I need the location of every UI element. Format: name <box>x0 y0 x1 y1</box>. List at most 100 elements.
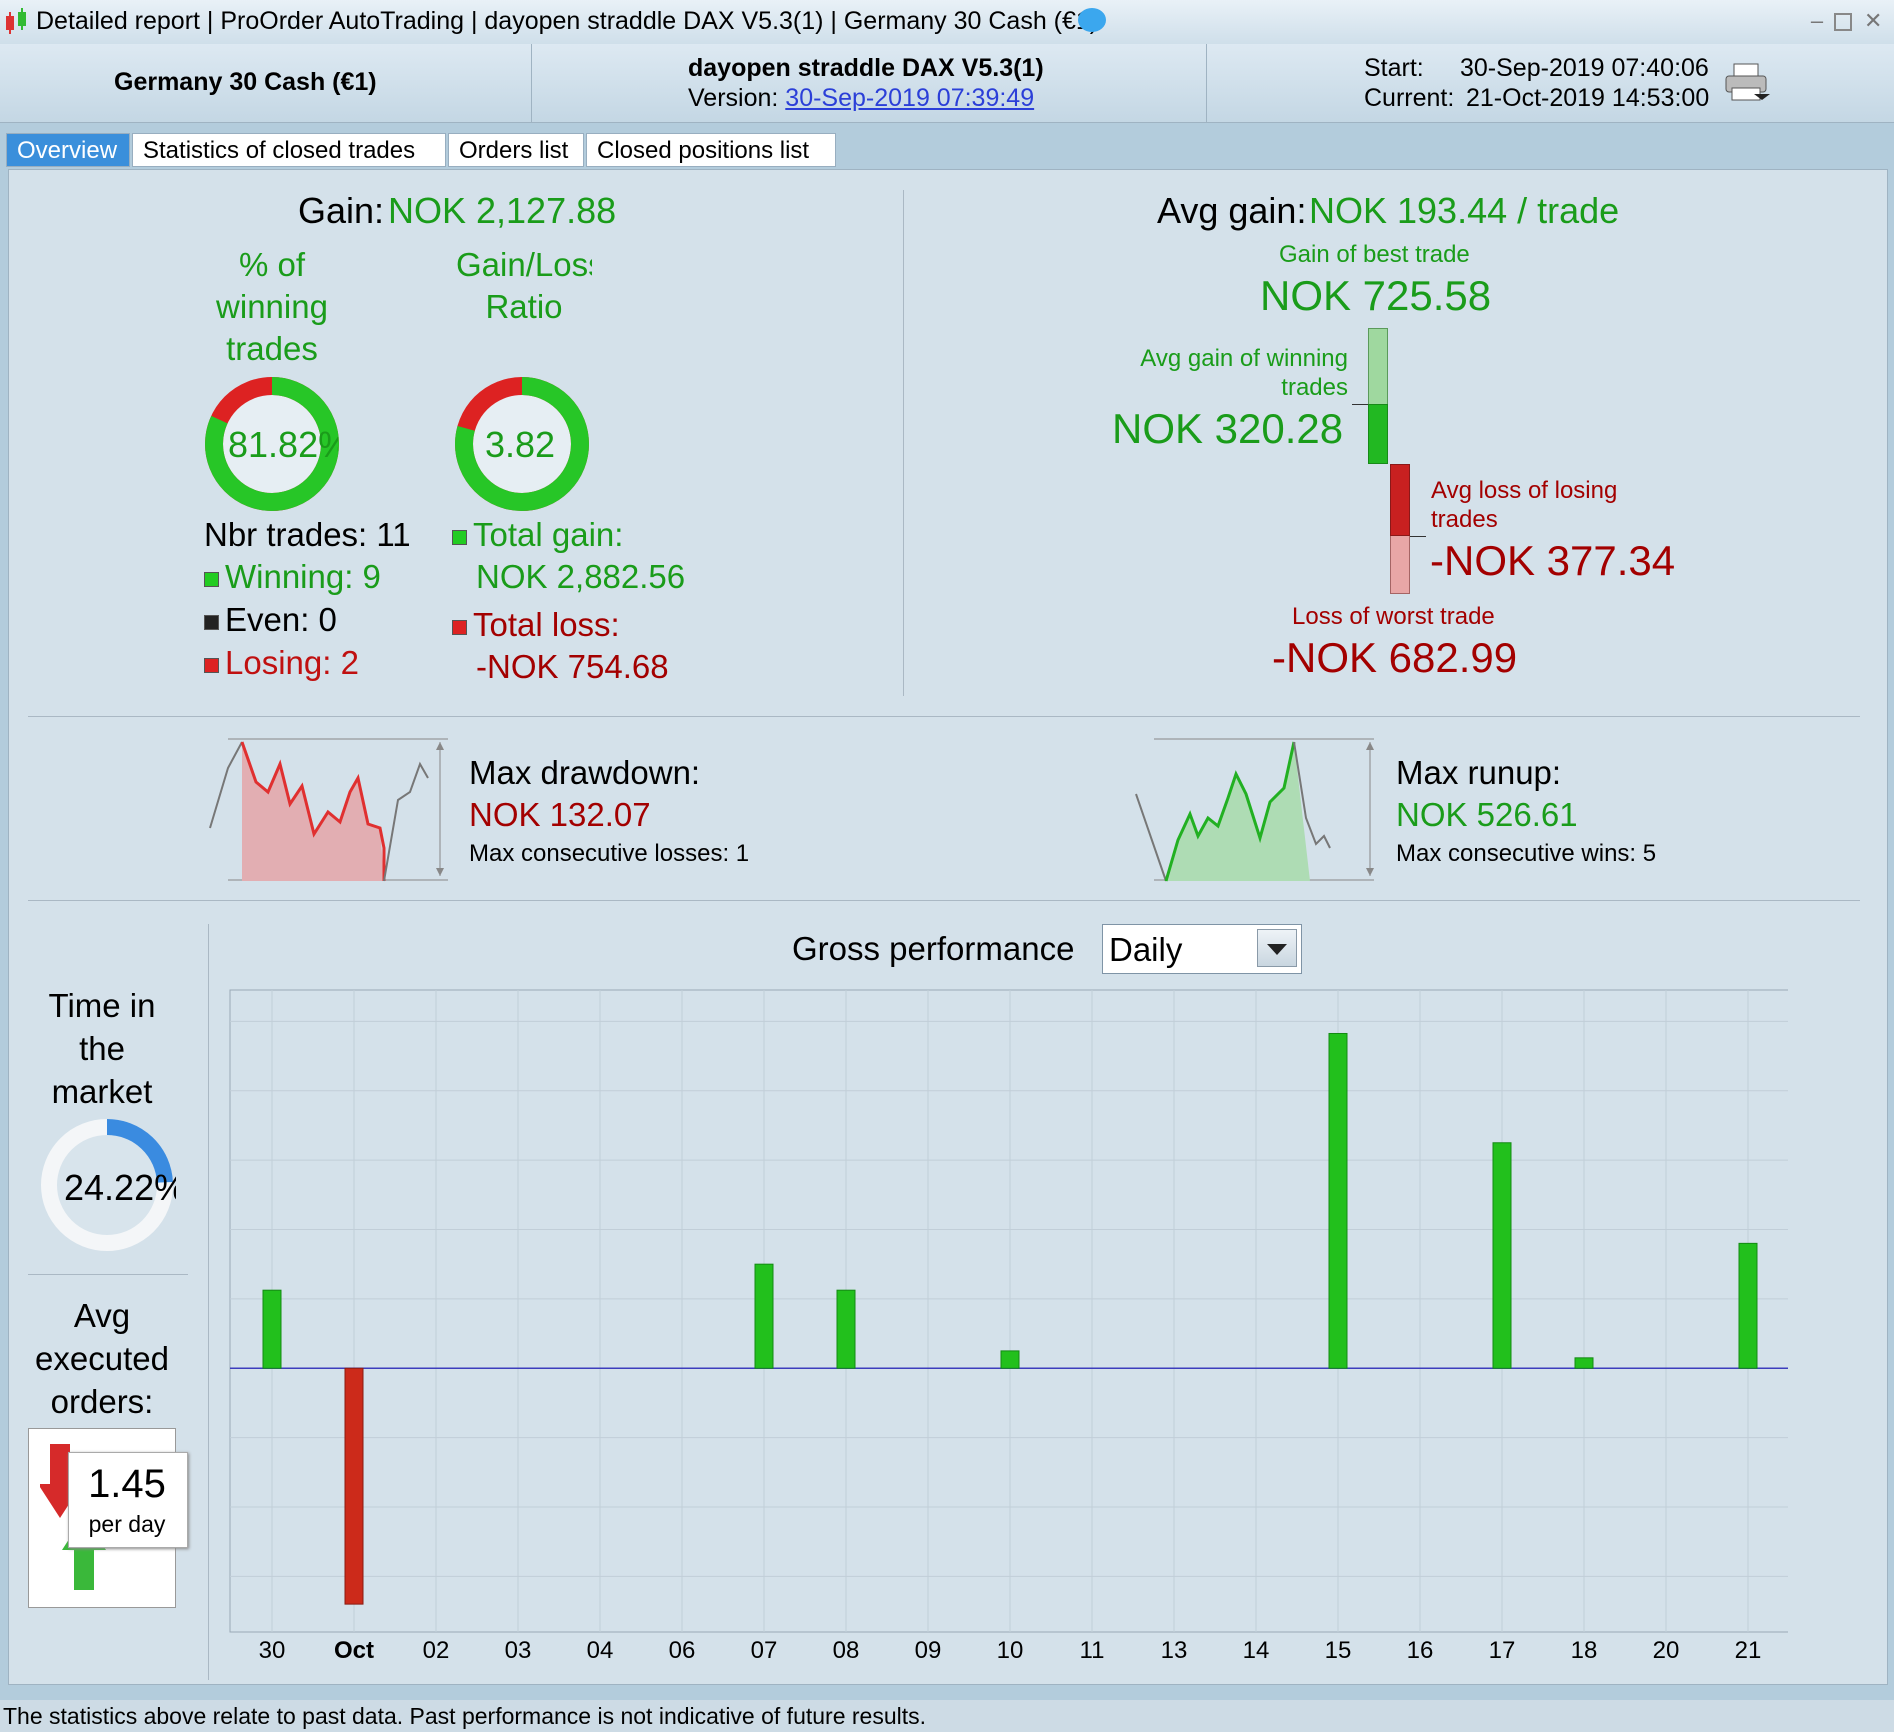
x-tick-label: 10 <box>997 1637 1024 1664</box>
total-gain-label: Total gain: <box>452 516 623 554</box>
time-market-title: Time in the market <box>48 987 156 1110</box>
minimize-icon[interactable]: – <box>1810 8 1824 33</box>
black-square-icon <box>204 614 219 630</box>
avg-win-label: Avg gain of winning trades <box>1140 345 1348 401</box>
tab-closed-positions-list[interactable]: Closed positions list <box>586 133 836 167</box>
x-tick-label: 03 <box>505 1637 532 1664</box>
total-gain-value: NOK 2,882.56 <box>476 558 686 595</box>
gross-performance-title: Gross performance <box>792 930 1075 967</box>
drawdown-sparkline <box>209 738 448 882</box>
bar-08 <box>836 1289 856 1369</box>
current-label: Current: <box>1364 84 1455 112</box>
version-label: Version: <box>688 84 779 112</box>
avg-orders-unit: per day <box>88 1511 166 1537</box>
bar-17 <box>1492 1142 1512 1369</box>
bar-07 <box>754 1263 774 1369</box>
gain-value: NOK 2,127.88 <box>388 190 617 231</box>
report-header: Germany 30 Cash (€1) dayopen straddle DA… <box>0 44 1894 123</box>
x-tick-label: 02 <box>423 1637 450 1664</box>
pct-winning-donut <box>205 377 339 511</box>
avg-orders-box <box>68 1452 188 1548</box>
bar-15 <box>1328 1032 1348 1369</box>
x-tick-label: 04 <box>587 1637 614 1664</box>
x-tick-label: 20 <box>1653 1637 1680 1664</box>
period-select[interactable]: Daily <box>1102 924 1302 974</box>
x-tick-label: 13 <box>1161 1637 1188 1664</box>
max-drawdown-label: Max drawdown: <box>469 754 701 791</box>
x-tick-label: 09 <box>915 1637 942 1664</box>
red-square-icon <box>452 619 467 635</box>
avg-loss-bar <box>1390 464 1410 536</box>
max-consec-losses: Max consecutive losses: 1 <box>469 840 750 867</box>
avg-gain-label: Avg gain: <box>1157 190 1307 231</box>
avg-loss-label: Avg loss of losing trades <box>1431 477 1618 533</box>
green-square-icon <box>204 571 219 587</box>
tab-overview[interactable]: Overview <box>6 133 130 167</box>
maximize-icon[interactable] <box>1834 13 1852 31</box>
title-bar: Detailed report | ProOrder AutoTrading |… <box>0 0 1894 45</box>
total-loss-label: Total loss: <box>452 606 620 644</box>
gain-label: Gain: <box>298 190 385 231</box>
x-tick-label: 21 <box>1735 1637 1762 1664</box>
x-tick-label: 30 <box>259 1637 286 1664</box>
max-runup-value: NOK 526.61 <box>1396 796 1578 833</box>
ratio-value: 3.82 <box>485 424 556 465</box>
bar-10 <box>1000 1350 1020 1369</box>
close-icon[interactable]: ✕ <box>1864 8 1883 33</box>
time-market-donut <box>41 1119 173 1251</box>
strategy-name: dayopen straddle DAX V5.3(1) <box>688 54 1044 82</box>
chat-icon[interactable] <box>1078 8 1106 32</box>
start-label: Start: <box>1364 54 1424 82</box>
worst-trade-label: Loss of worst trade <box>1292 603 1495 630</box>
tab-orders-list[interactable]: Orders list <box>448 133 584 167</box>
candlestick-icon <box>6 8 26 34</box>
version-link[interactable]: 30-Sep-2019 07:39:49 <box>785 84 1035 112</box>
x-tick-label: 07 <box>751 1637 778 1664</box>
pct-winning-title: % of winning trades <box>216 246 328 367</box>
printer-icon[interactable] <box>1724 62 1770 104</box>
worst-trade-value: -NOK 682.99 <box>1272 634 1518 681</box>
pct-winning-value: 81.82% <box>228 424 338 465</box>
bar-21 <box>1738 1242 1758 1369</box>
bar-30 <box>262 1289 282 1369</box>
bar-18 <box>1574 1357 1594 1369</box>
max-drawdown-value: NOK 132.07 <box>469 796 651 833</box>
tab-statistics-closed-trades[interactable]: Statistics of closed trades <box>132 133 446 167</box>
losing-count: Losing: 2 <box>204 644 359 682</box>
avg-win-bar <box>1368 404 1388 464</box>
avg-win-value: NOK 320.28 <box>1112 405 1344 452</box>
best-trade-value: NOK 725.58 <box>1260 272 1492 319</box>
x-tick-label: 08 <box>833 1637 860 1664</box>
max-runup-label: Max runup: <box>1396 754 1562 791</box>
period-selected-value: Daily <box>1109 931 1183 968</box>
avg-orders-value: 1.45 <box>88 1462 166 1506</box>
x-tick-label: 14 <box>1243 1637 1270 1664</box>
x-tick-label: 17 <box>1489 1637 1516 1664</box>
x-tick-label: 11 <box>1080 1637 1105 1664</box>
current-value: 21-Oct-2019 14:53:00 <box>1466 84 1710 112</box>
win-arrow-icon <box>1352 404 1368 405</box>
ratio-donut <box>455 377 589 511</box>
total-loss-value: -NOK 754.68 <box>476 648 669 685</box>
green-square-icon <box>452 529 467 545</box>
max-consec-wins: Max consecutive wins: 5 <box>1396 840 1657 867</box>
chevron-down-icon[interactable] <box>1257 929 1297 967</box>
even-count: Even: 0 <box>204 601 337 639</box>
red-square-icon <box>204 657 219 673</box>
avg-orders-title: Avg executed orders: <box>35 1297 169 1420</box>
time-market-value: 24.22% <box>64 1167 176 1208</box>
runup-sparkline <box>1135 738 1374 882</box>
x-tick-label: 18 <box>1571 1637 1598 1664</box>
loss-arrow-icon <box>1410 536 1426 537</box>
start-value: 30-Sep-2019 07:40:06 <box>1460 54 1709 82</box>
bar-Oct <box>344 1367 364 1605</box>
best-trade-label: Gain of best trade <box>1279 241 1470 268</box>
window-title: Detailed report | ProOrder AutoTrading |… <box>36 7 1099 35</box>
x-tick-label: 16 <box>1407 1637 1434 1664</box>
avg-gain-value: NOK 193.44 / trade <box>1309 190 1620 231</box>
ratio-title: Gain/Loss Ratio <box>456 246 592 325</box>
avg-loss-value: -NOK 377.34 <box>1430 537 1676 584</box>
x-tick-label: 15 <box>1325 1637 1352 1664</box>
x-tick-label: Oct <box>334 1637 374 1664</box>
winning-count: Winning: 9 <box>204 558 381 596</box>
